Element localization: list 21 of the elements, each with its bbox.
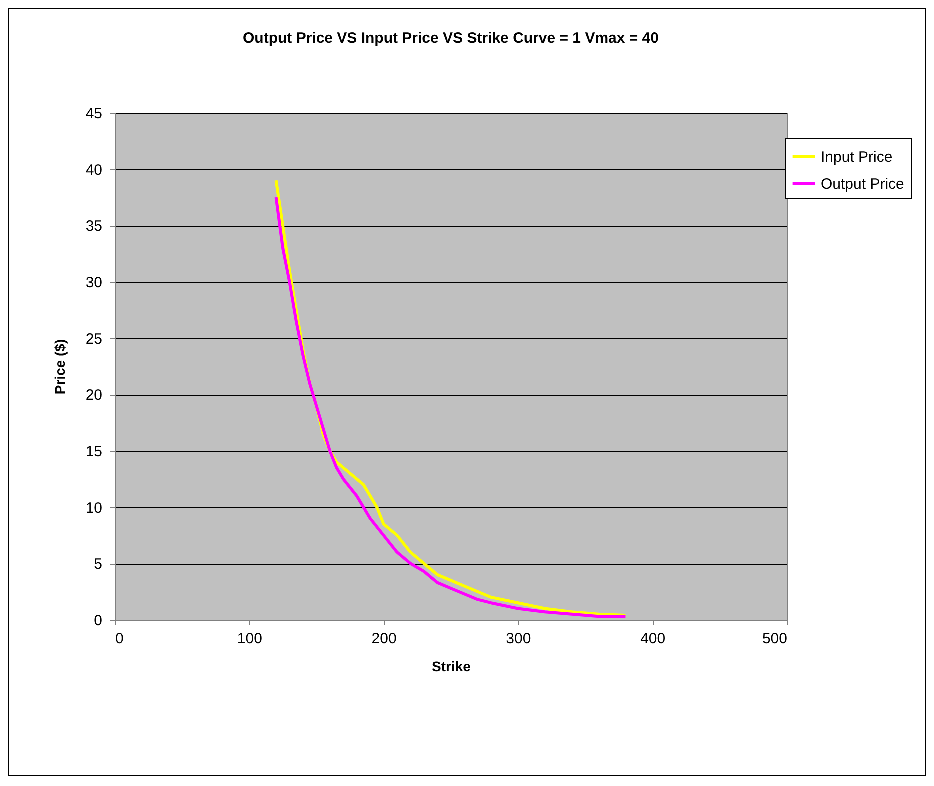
x-tick-label: 0	[116, 630, 124, 648]
x-tick-label: 200	[372, 630, 397, 648]
y-axis-title: Price ($)	[52, 339, 68, 395]
y-tick-label: 30	[86, 274, 102, 292]
y-tick-label: 15	[86, 444, 102, 460]
y-tick-label: 20	[86, 387, 102, 404]
y-tick-label: 35	[86, 218, 102, 236]
x-tick-label: 100	[237, 630, 262, 648]
x-tick-label: 400	[640, 630, 666, 648]
legend-label: Output Price	[821, 176, 904, 193]
legend-label: Input Price	[821, 149, 893, 166]
chart-title: Output Price VS Input Price VS Strike Curve = 1 Vmax = 40	[243, 30, 659, 47]
x-tick-label: 300	[506, 630, 532, 648]
y-tick-label: 0	[94, 612, 102, 630]
x-axis-title: Strike	[432, 658, 472, 674]
y-tick-label: 40	[86, 162, 102, 179]
x-tick-label: 500	[762, 630, 788, 648]
y-tick-label: 25	[86, 330, 102, 348]
y-tick-label: 5	[94, 556, 102, 574]
y-tick-label: 10	[86, 500, 102, 517]
y-tick-label: 45	[86, 106, 102, 122]
